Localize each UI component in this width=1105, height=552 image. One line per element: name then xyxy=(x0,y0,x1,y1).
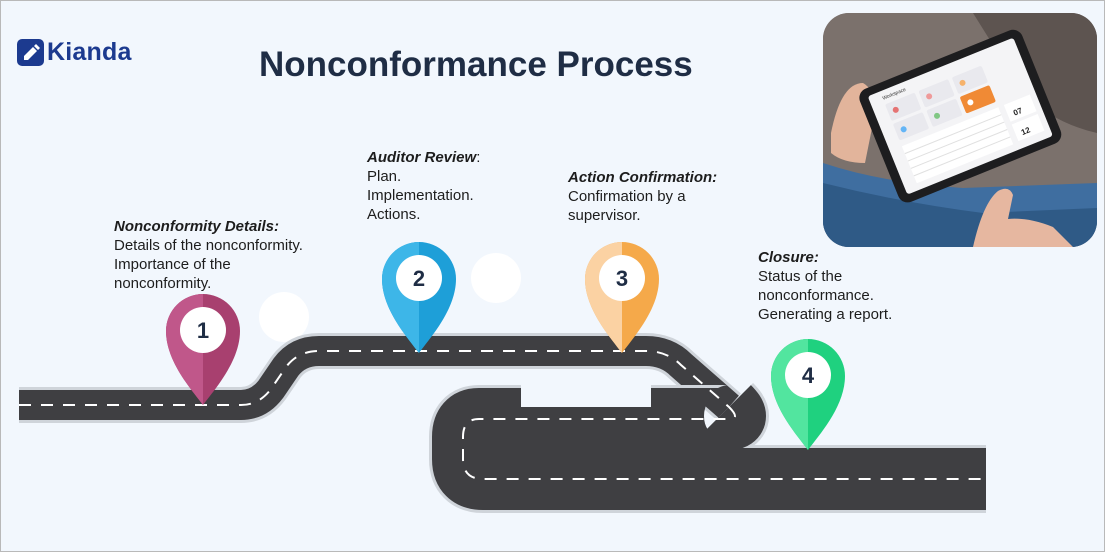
step-4-text: Closure: Status of the nonconformance. G… xyxy=(758,248,892,324)
pin-number-3: 3 xyxy=(616,266,628,291)
pin-number-1: 1 xyxy=(197,318,209,343)
step-3-line: Confirmation by a xyxy=(568,188,686,205)
step-4-line: Generating a report. xyxy=(758,306,893,323)
tablet-illustration: Workspace 07 xyxy=(823,13,1097,247)
step-2-heading: Auditor Review xyxy=(367,149,477,166)
tablet-big-number-2: 12 xyxy=(1020,125,1032,137)
tablet-big-number-1: 07 xyxy=(1012,106,1024,118)
step-2-text: Auditor Review: Plan. Implementation. Ac… xyxy=(367,148,480,224)
step-1-line: Importance of the xyxy=(114,256,231,273)
pin-step-2: 2 xyxy=(382,242,456,353)
pin-step-3: 3 xyxy=(585,242,659,353)
step-3-heading: Action Confirmation: xyxy=(568,169,718,186)
decor-bubble xyxy=(259,292,309,342)
step-1-text: Nonconformity Details: Details of the no… xyxy=(114,217,303,293)
pin-step-1: 1 xyxy=(166,294,240,405)
step-1-line: Details of the nonconformity. xyxy=(114,237,303,254)
step-3-text: Action Confirmation: Confirmation by a s… xyxy=(568,168,717,225)
step-2-line: Actions. xyxy=(367,206,421,223)
step-4-heading: Closure: xyxy=(758,249,819,266)
road xyxy=(19,333,986,513)
pin-number-2: 2 xyxy=(413,266,425,291)
step-2-line: Plan. xyxy=(367,168,402,185)
step-2-line: Implementation. xyxy=(367,187,474,204)
kianda-logo: Kianda xyxy=(17,38,132,67)
kianda-logo-icon xyxy=(17,39,44,66)
step-1-heading: Nonconformity Details: xyxy=(114,218,280,235)
tablet-photo: Workspace 07 xyxy=(823,13,1097,247)
pin-number-4: 4 xyxy=(802,363,815,388)
decor-bubble xyxy=(471,253,521,303)
step-1-line: nonconformity. xyxy=(114,275,212,292)
step-3-line: supervisor. xyxy=(568,207,641,224)
page-title: Nonconformance Process xyxy=(259,45,693,84)
step-2-heading-suffix: : xyxy=(476,149,481,166)
brand-name: Kianda xyxy=(47,38,132,66)
pin-step-4: 4 xyxy=(771,339,845,450)
step-2-heading-row: Auditor Review: xyxy=(367,148,480,167)
step-4-line: nonconformance. xyxy=(758,287,874,304)
step-4-line: Status of the xyxy=(758,268,843,285)
